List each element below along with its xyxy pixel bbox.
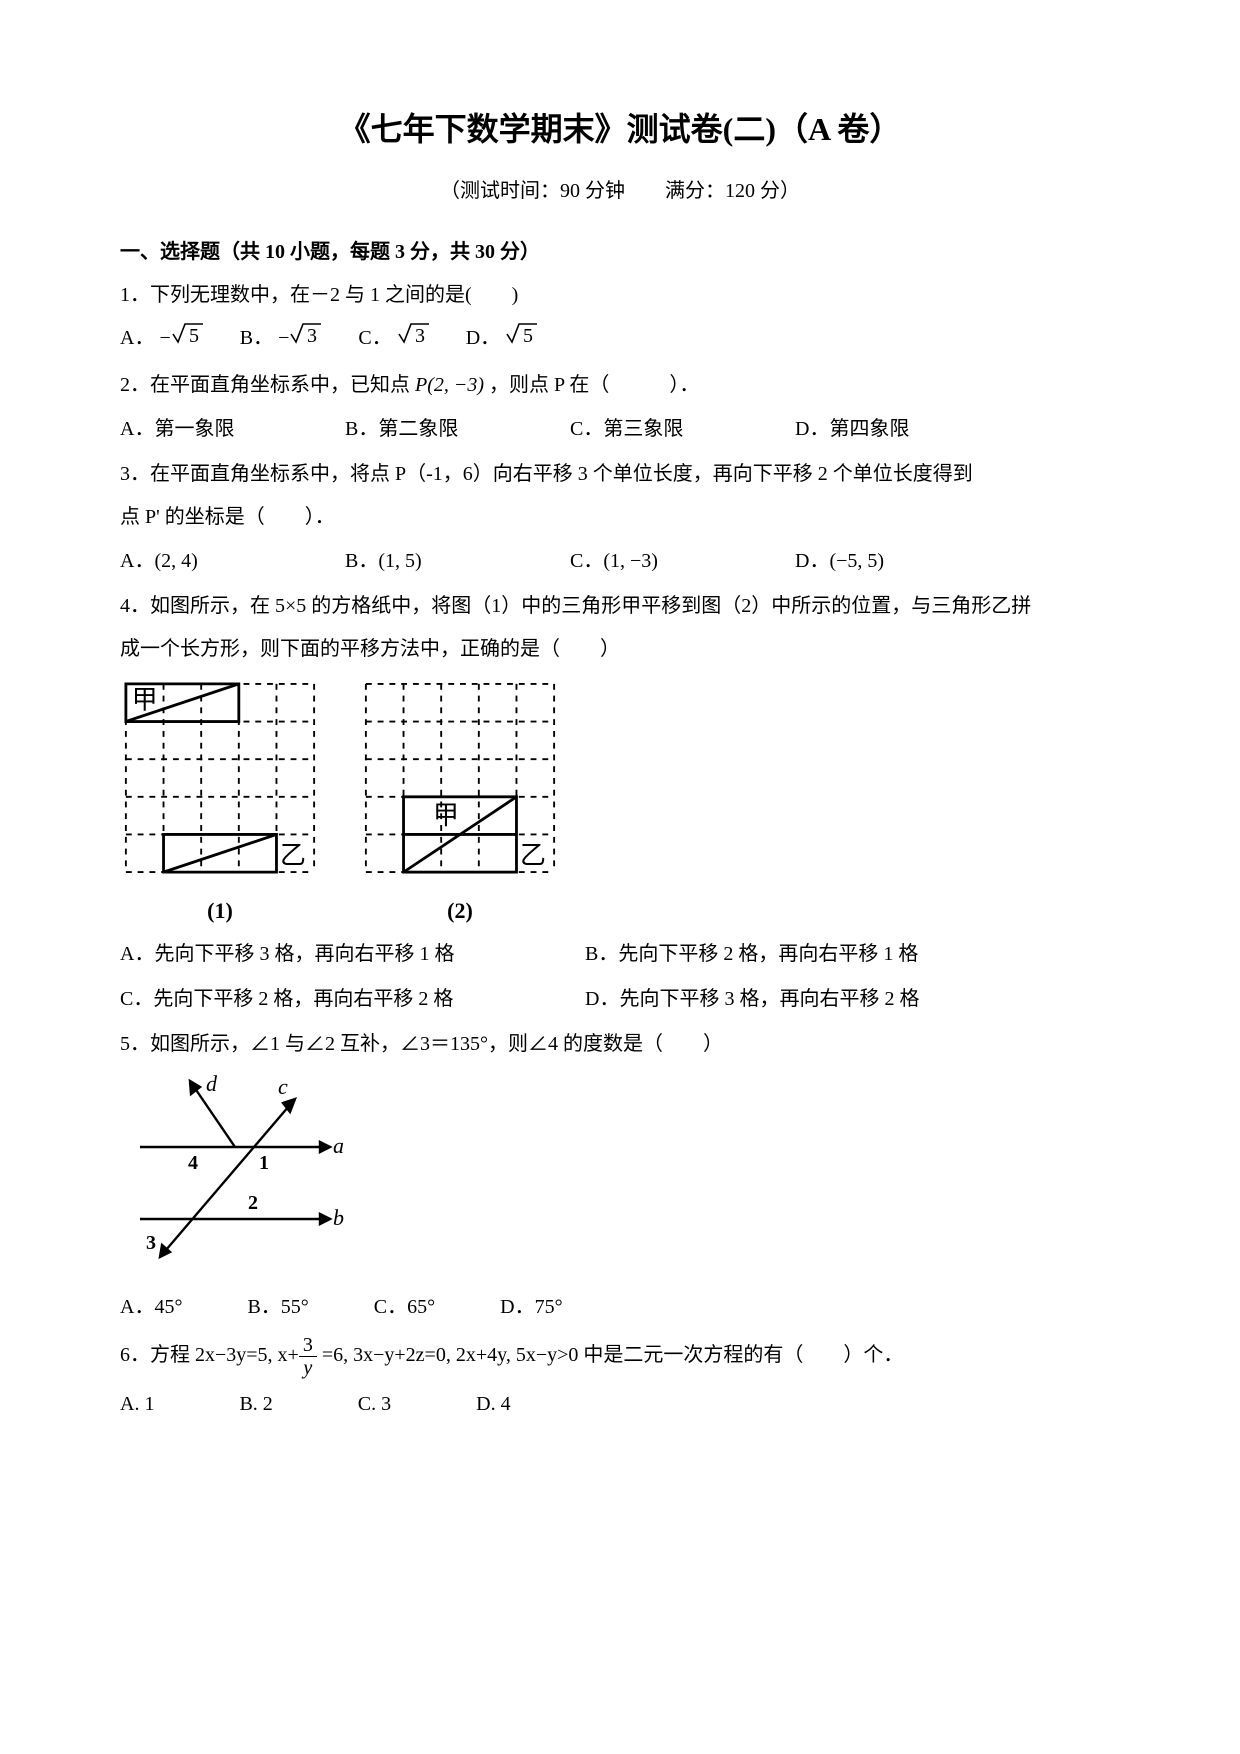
q5-opt-c: C．65° bbox=[374, 1289, 435, 1326]
q2-text: 2．在平面直角坐标系中，已知点 P(2, −3) ，则点 P 在（ ）． bbox=[120, 367, 1120, 404]
q5-opt-d: D．75° bbox=[500, 1289, 562, 1326]
q4-caption-1: (1) bbox=[120, 891, 320, 932]
fraction: 3y bbox=[299, 1334, 317, 1379]
q5-opt-a: A．45° bbox=[120, 1289, 182, 1326]
sqrt-icon: 3 bbox=[397, 320, 431, 359]
label-d: d bbox=[206, 1071, 218, 1096]
frac-num: 3 bbox=[299, 1334, 317, 1357]
q1-opt-a: A． −5 bbox=[120, 320, 205, 359]
q4-opt-d: D．先向下平移 3 格，再向右平移 2 格 bbox=[585, 981, 1045, 1018]
angle-2: 2 bbox=[248, 1192, 258, 1214]
q4-options-row2: C．先向下平移 2 格，再向右平移 2 格 D．先向下平移 3 格，再向右平移 … bbox=[120, 981, 1120, 1018]
q2-pre: 2．在平面直角坐标系中，已知点 bbox=[120, 374, 415, 396]
sqrt-icon: 5 bbox=[171, 320, 205, 359]
q3-opt-b: B．(1, 5) bbox=[345, 543, 565, 580]
q3-opt-d: D．(−5, 5) bbox=[795, 543, 1015, 580]
label-b: b bbox=[333, 1205, 344, 1230]
q4-grid-1: 甲 乙 (1) bbox=[120, 678, 320, 932]
sqrt-icon: 3 bbox=[289, 320, 323, 359]
radicand: 5 bbox=[523, 325, 533, 346]
q2-point: P(2, −3) bbox=[415, 374, 484, 396]
q4-caption-2: (2) bbox=[360, 891, 560, 932]
q6-opt-a: A. 1 bbox=[120, 1386, 154, 1423]
q1-opt-c: C． 3 bbox=[358, 320, 430, 359]
label-c: c bbox=[278, 1074, 288, 1099]
angle-1: 1 bbox=[259, 1152, 269, 1174]
q6-opt-b: B. 2 bbox=[239, 1386, 272, 1423]
q4-figure: 甲 乙 (1) 甲 bbox=[120, 678, 1120, 932]
q4-line2: 成一个长方形，则下面的平移方法中，正确的是（ ） bbox=[120, 631, 1120, 668]
q2-opt-b: B．第二象限 bbox=[345, 411, 565, 448]
q1-opt-d-label: D． bbox=[466, 327, 500, 349]
q1-opt-a-label: A． bbox=[120, 327, 154, 349]
radicand: 3 bbox=[415, 325, 425, 346]
q1-opt-c-label: C． bbox=[358, 327, 391, 349]
q4-grid-2: 甲 乙 (2) bbox=[360, 678, 560, 932]
label-jia: 甲 bbox=[132, 686, 158, 715]
label-jia-2: 甲 bbox=[433, 801, 459, 830]
label-yi: 乙 bbox=[280, 841, 306, 870]
q3-opt-a: A．(2, 4) bbox=[120, 543, 340, 580]
q5-options: A．45° B．55° C．65° D．75° bbox=[120, 1288, 1120, 1326]
test-info: （测试时间：90 分钟 满分：120 分） bbox=[120, 173, 1120, 210]
sqrt-icon: 5 bbox=[505, 320, 539, 359]
q4-options-row1: A．先向下平移 3 格，再向右平移 1 格 B．先向下平移 2 格，再向右平移 … bbox=[120, 936, 1120, 973]
q5-opt-b: B．55° bbox=[247, 1289, 308, 1326]
q2-opt-a: A．第一象限 bbox=[120, 411, 340, 448]
angle-4: 4 bbox=[188, 1152, 198, 1174]
q3-line1: 3．在平面直角坐标系中，将点 P（-1，6）向右平移 3 个单位长度，再向下平移… bbox=[120, 456, 1120, 493]
q6-opt-d: D. 4 bbox=[476, 1386, 510, 1423]
q1-opt-b: B． −3 bbox=[240, 320, 324, 359]
q5-text: 5．如图所示，∠1 与∠2 互补，∠3＝135°，则∠4 的度数是（ ） bbox=[120, 1026, 1120, 1063]
page-title: 《七年下数学期末》测试卷(二)（A 卷） bbox=[120, 100, 1120, 159]
minus-sign: − bbox=[278, 327, 289, 349]
q3-opt-c: C．(1, −3) bbox=[570, 543, 790, 580]
label-yi-2: 乙 bbox=[520, 841, 546, 870]
q6-pre: 6．方程 2x−3y=5, x+ bbox=[120, 1344, 299, 1366]
q2-post: ，则点 P 在（ ）． bbox=[484, 374, 699, 396]
q2-opt-c: C．第三象限 bbox=[570, 411, 790, 448]
q3-options: A．(2, 4) B．(1, 5) C．(1, −3) D．(−5, 5) bbox=[120, 542, 1120, 580]
radicand: 3 bbox=[307, 325, 317, 346]
q6-options: A. 1 B. 2 C. 3 D. 4 bbox=[120, 1385, 1120, 1423]
frac-den: y bbox=[299, 1357, 317, 1379]
angle-3: 3 bbox=[146, 1232, 156, 1254]
q1-opt-b-label: B． bbox=[240, 327, 273, 349]
q6-opt-c: C. 3 bbox=[358, 1386, 391, 1423]
section-1-heading: 一、选择题（共 10 小题，每题 3 分，共 30 分） bbox=[120, 234, 1120, 271]
q6-post: =6, 3x−y+2z=0, 2x+4y, 5x−y>0 中是二元一次方程的有（… bbox=[317, 1344, 904, 1366]
q2-options: A．第一象限 B．第二象限 C．第三象限 D．第四象限 bbox=[120, 410, 1120, 448]
q4-opt-b: B．先向下平移 2 格，再向右平移 1 格 bbox=[585, 936, 1045, 973]
q3-line2: 点 P' 的坐标是（ ）． bbox=[120, 499, 1120, 536]
q4-opt-a: A．先向下平移 3 格，再向右平移 1 格 bbox=[120, 936, 580, 973]
q1-options: A． −5 B． −3 C． 3 D． 5 bbox=[120, 320, 1120, 359]
q2-opt-d: D．第四象限 bbox=[795, 411, 1015, 448]
minus-sign: − bbox=[159, 327, 170, 349]
q1-opt-d: D． 5 bbox=[466, 320, 539, 359]
q6-text: 6．方程 2x−3y=5, x+3y =6, 3x−y+2z=0, 2x+4y,… bbox=[120, 1334, 1120, 1379]
radicand: 5 bbox=[189, 325, 199, 346]
q5-figure: a b c d 1 4 2 3 bbox=[120, 1069, 1120, 1282]
q4-opt-c: C．先向下平移 2 格，再向右平移 2 格 bbox=[120, 981, 580, 1018]
q1-text: 1．下列无理数中，在－2 与 1 之间的是( ) bbox=[120, 277, 1120, 314]
label-a: a bbox=[333, 1133, 344, 1158]
q4-line1: 4．如图所示，在 5×5 的方格纸中，将图（1）中的三角形甲平移到图（2）中所示… bbox=[120, 588, 1120, 625]
